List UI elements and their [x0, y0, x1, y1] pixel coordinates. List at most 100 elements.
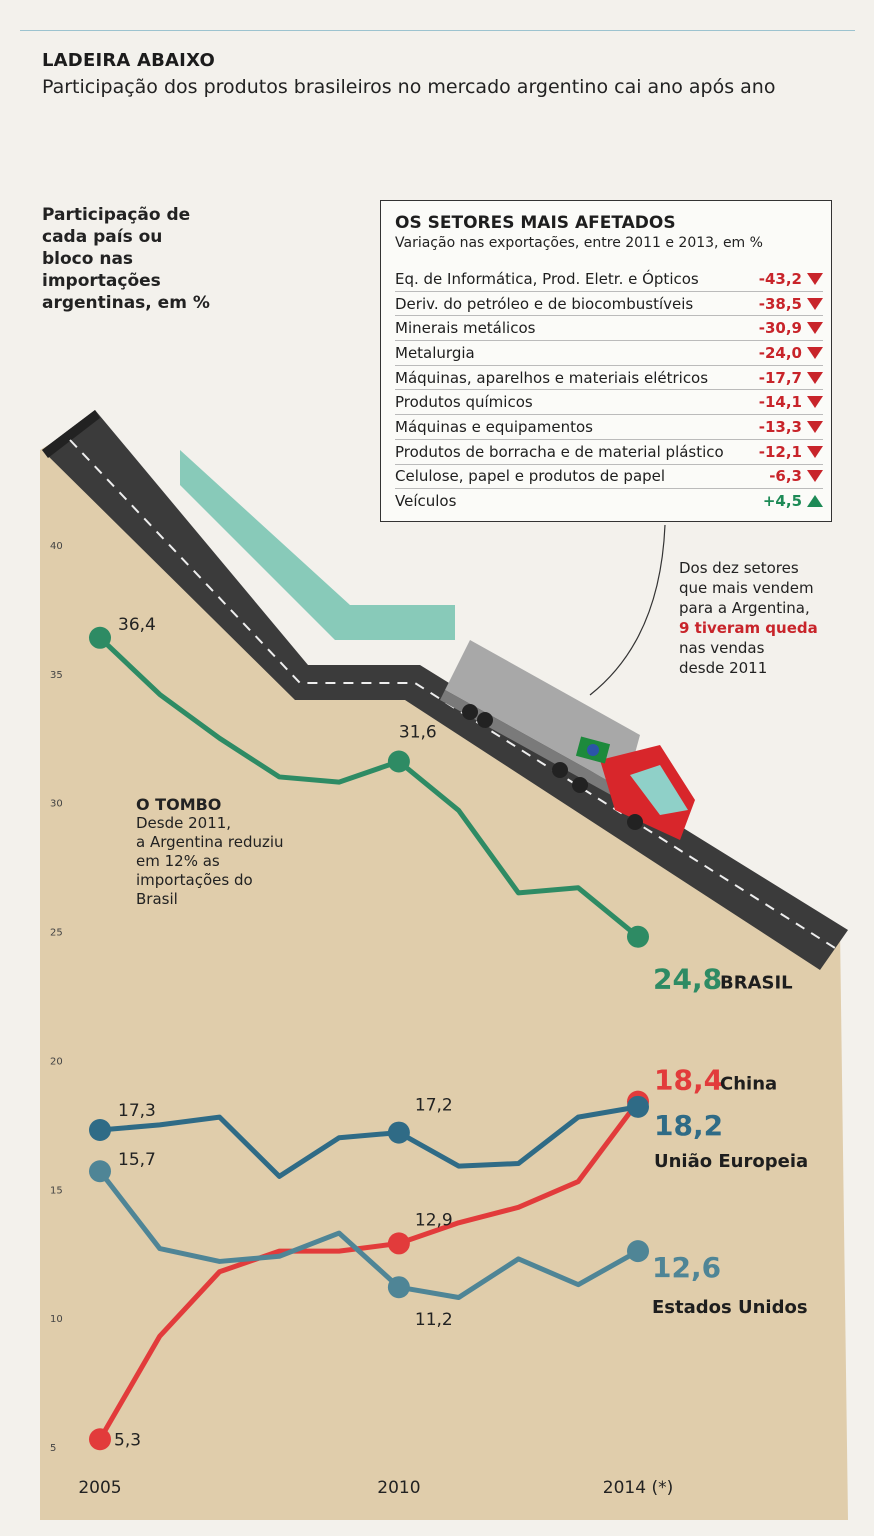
y-tick-label: 35	[50, 670, 63, 681]
data-point	[627, 1095, 649, 1118]
sector-value: +4,5	[763, 492, 823, 510]
chart-subject-line: importações	[42, 271, 161, 291]
chart-subject-line: bloco nas	[42, 249, 134, 269]
sector-value-number: -24,0	[758, 343, 802, 362]
data-point	[89, 1119, 111, 1142]
data-label: 17,3	[118, 1101, 156, 1121]
series-line	[99, 1104, 639, 1179]
chart-subject-line: Participação de	[42, 205, 191, 225]
arrow-down-icon	[807, 371, 823, 384]
tombo-annotation: O TOMBO Desde 2011, a Argentina reduziu …	[136, 795, 284, 909]
sector-name: Metalurgia	[395, 343, 475, 362]
sector-row: Deriv. do petróleo e de biocombustíveis -…	[395, 290, 823, 316]
y-tick-label: 40	[50, 541, 63, 552]
chart-subject-line: cada país ou	[42, 227, 163, 247]
sector-value-number: -43,2	[758, 269, 802, 288]
tombo-line: a Argentina reduziu	[136, 833, 284, 851]
data-point	[627, 1240, 649, 1263]
truck	[440, 640, 695, 840]
sector-name: Máquinas, aparelhos e materiais elétrico…	[395, 368, 709, 387]
tombo-title: O TOMBO	[136, 795, 222, 814]
tombo-line: em 12% as	[136, 852, 220, 870]
sector-row: Veículos +4,5	[395, 488, 823, 513]
data-label: 17,2	[415, 1096, 453, 1116]
sector-value: -43,2	[759, 270, 823, 288]
data-point	[387, 1232, 410, 1255]
sectors-subtitle: Variação nas exportações, entre 2011 e 2…	[395, 235, 763, 251]
sectors-box: OS SETORES MAIS AFETADOS Variação nas ex…	[380, 200, 832, 522]
sector-name: Celulose, papel e produtos de papel	[395, 467, 666, 486]
note-highlight: 9 tiveram queda	[679, 619, 818, 637]
tombo-line: importações do	[136, 871, 253, 889]
top-rule	[20, 30, 855, 31]
sector-row: Máquinas e equipamentos -13,3	[395, 414, 823, 439]
sector-value-number: -13,3	[758, 417, 802, 436]
y-tick-label: 20	[50, 1056, 63, 1067]
data-label: 15,7	[118, 1150, 156, 1170]
sector-name: Minerais metálicos	[395, 319, 536, 338]
sector-value: -13,3	[759, 418, 823, 436]
sector-row: Máquinas, aparelhos e materiais elétrico…	[395, 364, 823, 390]
data-label: 31,6	[399, 722, 437, 742]
arrow-down-icon	[807, 322, 823, 335]
teal-ramp	[180, 450, 455, 640]
x-axis: 2005 2010 2014 (*)	[78, 1478, 673, 1498]
series-line	[98, 635, 640, 939]
data-point	[387, 750, 410, 773]
y-axis: 5 10 15 20 25 30 35 40	[50, 541, 63, 1454]
x-tick-label: 2005	[78, 1478, 121, 1498]
data-point	[627, 925, 649, 948]
arrow-down-icon	[807, 272, 823, 285]
data-point	[89, 1428, 111, 1451]
arrow-down-icon	[807, 396, 823, 409]
arrow-up-icon	[807, 495, 823, 508]
data-point	[387, 1121, 410, 1144]
note-line: desde 2011	[679, 659, 768, 677]
x-tick-label: 2014 (*)	[603, 1478, 673, 1498]
tombo-line: Brasil	[136, 890, 178, 908]
sector-value: -38,5	[759, 295, 823, 313]
data-point	[387, 1276, 410, 1299]
sector-value: -30,9	[759, 319, 823, 337]
sector-value-number: -6,3	[769, 467, 802, 486]
sector-row: Produtos de borracha e de material plást…	[395, 438, 823, 464]
kicker: LADEIRA ABAIXO	[42, 50, 216, 71]
sector-value-number: -14,1	[758, 393, 802, 412]
sector-name: Veículos	[395, 492, 457, 511]
data-label: 12,9	[415, 1210, 453, 1230]
sector-value-number: +4,5	[762, 492, 802, 511]
end-value-label: 12,6	[652, 1251, 721, 1284]
data-label: 11,2	[415, 1310, 453, 1330]
data-point	[89, 1160, 111, 1183]
note-line: Dos dez setores	[679, 559, 799, 577]
series-união-europeia: 17,3 17,2 18,2 União Europeia	[89, 1095, 808, 1179]
sector-name: Eq. de Informática, Prod. Eletr. e Óptic…	[395, 269, 699, 288]
sector-value: -24,0	[759, 344, 823, 362]
series-name-label: BRASIL	[720, 973, 793, 994]
y-tick-label: 30	[50, 799, 63, 810]
data-label: 36,4	[118, 615, 156, 635]
data-point	[89, 626, 111, 649]
sector-value: -14,1	[759, 393, 823, 411]
chart-subject: Participação de cada país ou bloco nas i…	[42, 204, 210, 314]
end-value-label: 24,8	[653, 963, 722, 996]
sector-name: Produtos químicos	[395, 393, 533, 412]
chart-subject-line: argentinas, em %	[42, 293, 210, 313]
sector-value-number: -38,5	[758, 294, 802, 313]
series-estados-unidos: 15,7 11,2 12,6 Estados Unidos	[89, 1150, 808, 1330]
y-tick-label: 25	[50, 928, 63, 939]
sector-name: Máquinas e equipamentos	[395, 417, 593, 436]
note-line: nas vendas	[679, 639, 765, 657]
tombo-line: Desde 2011,	[136, 814, 232, 832]
x-tick-label: 2010	[377, 1478, 420, 1498]
arrow-down-icon	[807, 445, 823, 458]
callout-note: Dos dez setores que mais vendem para a A…	[679, 558, 818, 678]
data-label: 5,3	[114, 1430, 141, 1450]
series-line	[97, 1100, 641, 1441]
y-tick-label: 15	[50, 1185, 63, 1196]
sector-value-number: -30,9	[758, 319, 802, 338]
